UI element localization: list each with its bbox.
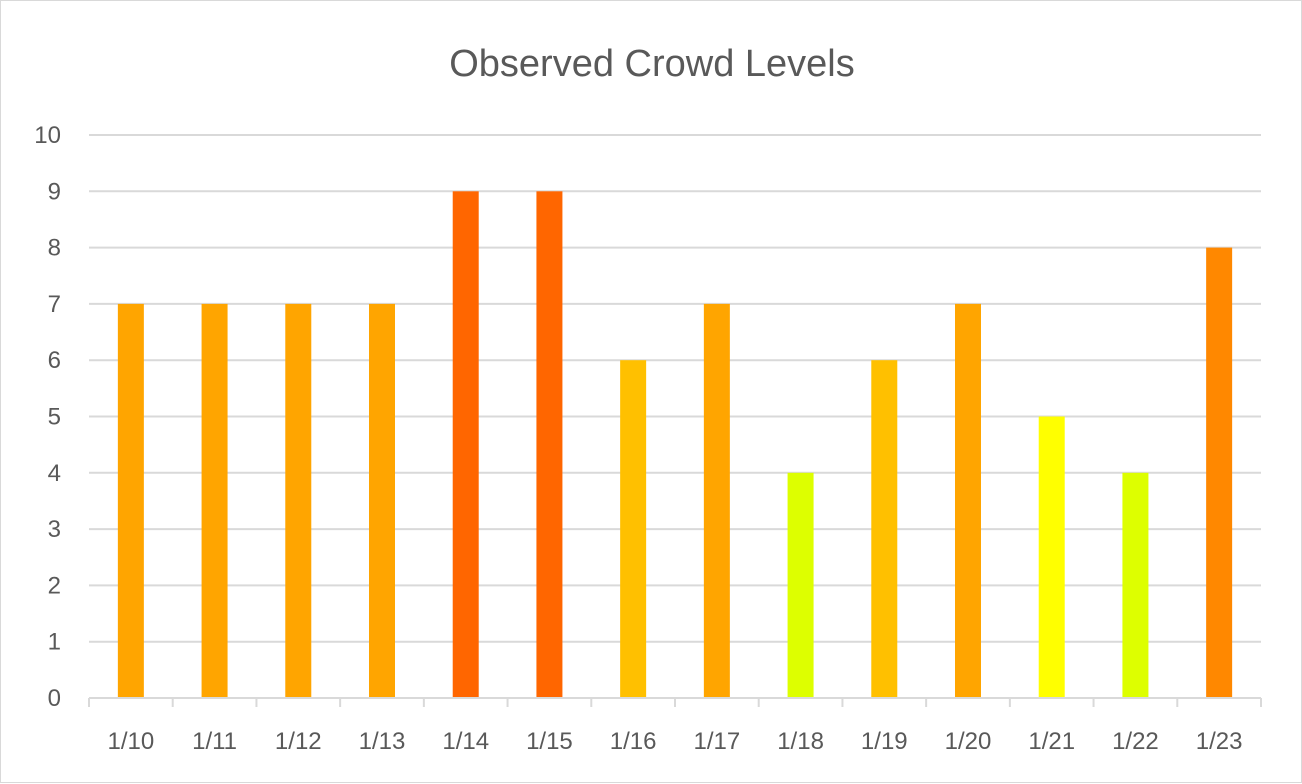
bar [201, 303, 228, 698]
x-tick-label: 1/22 [1112, 728, 1159, 755]
y-tick-label: 6 [48, 347, 61, 374]
x-tick-label: 1/11 [192, 728, 237, 755]
x-axis [88, 697, 1262, 707]
x-tick-label: 1/15 [526, 728, 573, 755]
bar [787, 472, 814, 698]
x-tick-label: 1/17 [693, 728, 740, 755]
x-tick-label: 1/21 [1028, 728, 1075, 755]
bar [955, 303, 981, 698]
gridlines [89, 134, 1261, 643]
bar [871, 360, 898, 698]
x-tick-label: 1/19 [861, 728, 908, 755]
bar [452, 191, 479, 699]
x-tick-label: 1/20 [945, 728, 992, 755]
x-tick-label: 1/16 [610, 728, 657, 755]
y-tick-label: 5 [48, 404, 61, 431]
x-tick-label: 1/10 [107, 728, 154, 755]
bar [1122, 472, 1149, 698]
y-tick-label: 4 [48, 460, 61, 487]
y-tick-label: 1 [48, 629, 61, 656]
y-tick-label: 10 [34, 122, 61, 149]
x-axis-ticks: 1/10 1/11 1/12 1/13 1/14 1/15 1/16 1/17 1/18 1/19… [107, 728, 1242, 755]
chart-title: Observed Crowd Levels [449, 43, 855, 85]
bar [620, 360, 647, 698]
bar [369, 303, 395, 698]
y-tick-label: 8 [48, 235, 61, 262]
x-tick-label: 1/18 [777, 728, 824, 755]
bars [117, 191, 1233, 699]
y-tick-label: 0 [48, 685, 61, 712]
x-tick-label: 1/13 [359, 728, 406, 755]
bar [117, 303, 144, 698]
bar [1206, 247, 1233, 698]
y-tick-label: 3 [48, 516, 61, 543]
bar [1038, 416, 1065, 698]
x-tick-label: 1/12 [275, 728, 322, 755]
y-axis-ticks: 0 1 2 3 4 5 6 7 8 9 10 [34, 122, 61, 712]
y-tick-label: 2 [48, 572, 61, 599]
y-tick-label: 9 [48, 178, 61, 205]
x-tick-label: 1/23 [1196, 728, 1243, 755]
y-tick-label: 7 [48, 291, 61, 318]
x-tick-label: 1/14 [442, 728, 489, 755]
bar [703, 303, 730, 698]
bar [285, 303, 312, 698]
bar [536, 191, 563, 699]
